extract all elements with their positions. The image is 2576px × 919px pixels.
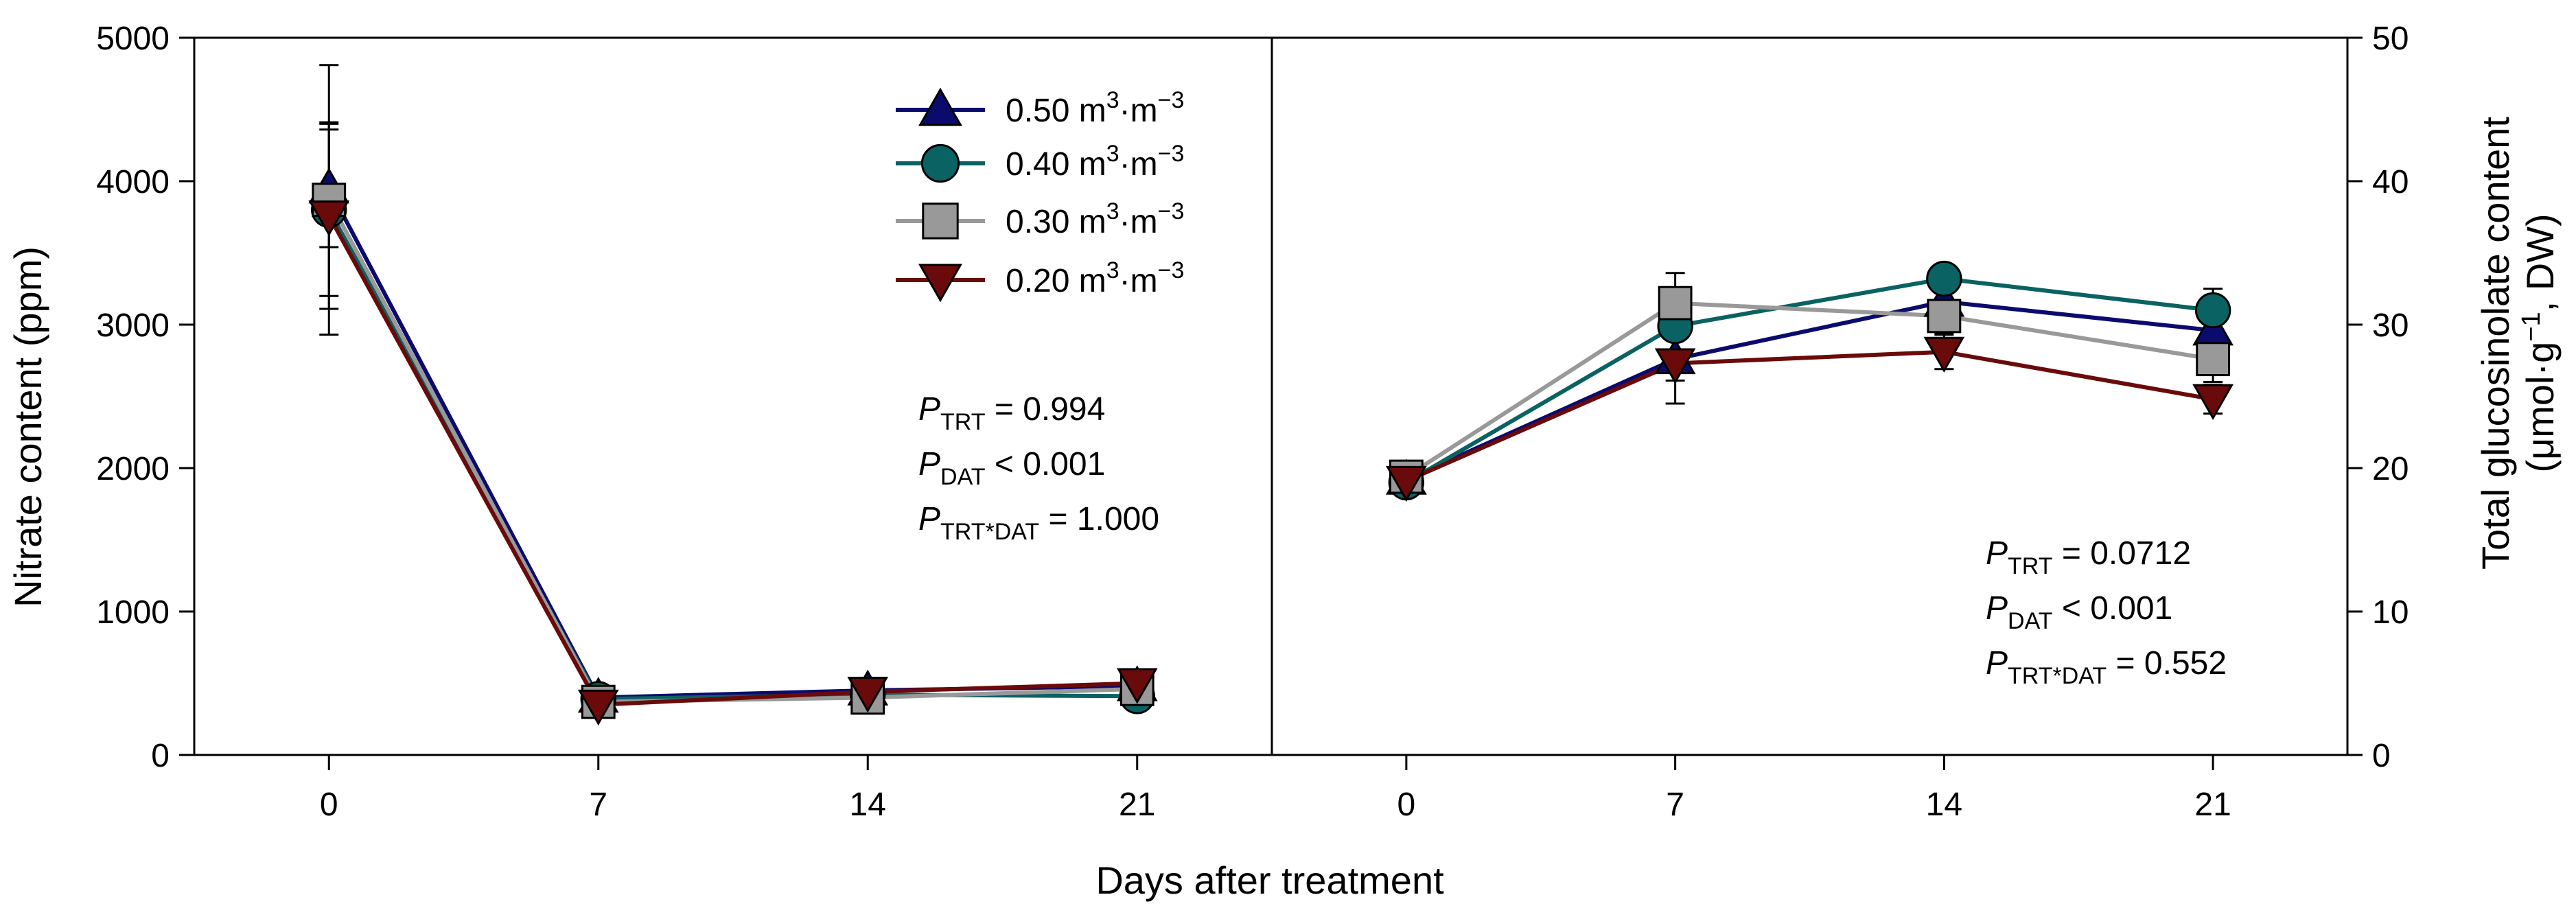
glucosinolate-point-0.30-3 [2196, 342, 2231, 377]
nitrate-ylabel: Nitrate content (ppm) [6, 246, 49, 607]
legend-label-050: 0.50 m3·m−3 [1006, 87, 1184, 129]
legend-marker-shape-0.50 [918, 87, 962, 126]
glucosinolate-ylabel-line2: (μmol·g−1, DW) [2517, 213, 2562, 472]
glucosinolate-point-0.40-3 [2194, 292, 2231, 329]
glucosinolate-ytick-label-4: 40 [2372, 164, 2409, 200]
nitrate-stat-trt: PTRT = 0.994 [918, 391, 1105, 435]
nitrate-point-0.20-0 [308, 200, 350, 237]
glucosinolate-point-0.20-1 [1654, 348, 1696, 384]
glucosinolate-xtick-label-3: 21 [2194, 787, 2231, 823]
legend-label-020: 0.20 m3·m−3 [1006, 257, 1184, 299]
legend-marker-030 [922, 202, 959, 240]
glucosinolate-stats: PTRT = 0.0712 PDAT < 0.001 PTRT*DAT = 0.… [1986, 535, 2227, 689]
nitrate-xtick-label-1: 7 [589, 787, 607, 823]
legend: 0.50 m3·m−3 0.40 m3·m−3 0.30 m3·m−3 0.20… [896, 87, 1184, 303]
legend-item-030: 0.30 m3·m−3 [896, 198, 1184, 240]
glucosinolate-point-0.20-2 [1923, 336, 1965, 373]
legend-marker-shape-0.30 [922, 202, 959, 240]
glucosinolate-point-0.40-2 [1926, 260, 1962, 297]
nitrate-ytick-label-4: 4000 [96, 164, 170, 200]
nitrate-xtick-label-2: 14 [850, 787, 886, 823]
glucosinolate-ytick-label-5: 50 [2372, 21, 2409, 57]
plot-frame [193, 36, 2349, 756]
nitrate-ytick-label-1: 1000 [96, 594, 170, 631]
legend-item-040: 0.40 m3·m−3 [896, 141, 1184, 183]
glucosinolate-line-0.40 [1405, 277, 2214, 485]
glucosinolate-point-0.30-2 [1927, 299, 1962, 334]
glucosinolate-stat-trt: PTRT = 0.0712 [1986, 535, 2191, 579]
glucosinolate-point-0.30-1 [1658, 286, 1693, 321]
nitrate-xtick-label-3: 21 [1119, 787, 1155, 823]
legend-label-040: 0.40 m3·m−3 [1006, 141, 1184, 183]
nitrate-stats: PTRT = 0.994 PDAT < 0.001 PTRT*DAT = 1.0… [918, 391, 1159, 545]
glucosinolate-ytick-label-2: 20 [2372, 451, 2409, 487]
nitrate-xtick-label-0: 0 [320, 787, 338, 823]
nitrate-stat-trt-dat: PTRT*DAT = 1.000 [918, 501, 1159, 545]
glucosinolate-series [1385, 260, 2234, 502]
legend-item-050: 0.50 m3·m−3 [896, 87, 1184, 129]
glucosinolate-ytick-label-0: 0 [2372, 738, 2391, 774]
glucosinolate-xtick-label-2: 14 [1926, 787, 1962, 823]
legend-marker-shape-0.20 [918, 264, 962, 303]
axes: 0 1000 2000 3000 4000 5000 0 7 14 21 0 10 20 30 40 50 0 7… [96, 21, 2409, 823]
nitrate-line-0.20 [327, 214, 1137, 707]
nitrate-series [308, 64, 1158, 726]
nitrate-point-0.20-3 [1116, 668, 1158, 704]
glucosinolate-stat-trt-dat: PTRT*DAT = 0.552 [1986, 645, 2227, 689]
glucosinolate-xtick-label-0: 0 [1397, 787, 1416, 823]
legend-marker-shape-0.40 [920, 143, 960, 183]
nitrate-ytick-label-5: 5000 [96, 21, 170, 57]
glucosinolate-ytick-label-3: 30 [2372, 307, 2409, 344]
legend-item-020: 0.20 m3·m−3 [896, 257, 1184, 303]
glucosinolate-stat-dat: PDAT < 0.001 [1986, 590, 2172, 634]
nitrate-ytick-label-3: 3000 [96, 307, 170, 344]
nitrate-point-0.20-2 [847, 677, 889, 713]
legend-marker-040 [920, 143, 960, 183]
legend-label-030: 0.30 m3·m−3 [1006, 198, 1184, 240]
nitrate-ytick-label-2: 2000 [96, 451, 170, 487]
glucosinolate-point-0.20-3 [2192, 384, 2234, 421]
nitrate-stat-dat: PDAT < 0.001 [918, 446, 1105, 490]
glucosinolate-ylabel-line1: Total glucosinolate content [2474, 117, 2517, 570]
legend-marker-020 [918, 264, 962, 303]
glucosinolate-xtick-label-1: 7 [1666, 787, 1684, 823]
glucosinolate-line-0.30 [1405, 301, 2214, 479]
glucosinolate-line-0.50 [1405, 299, 2214, 482]
nitrate-ytick-label-0: 0 [151, 738, 170, 774]
glucosinolate-ytick-label-1: 10 [2372, 594, 2409, 631]
shared-xlabel: Days after treatment [1095, 859, 1444, 902]
legend-marker-050 [918, 87, 962, 126]
glucosinolate-point-0.20-0 [1385, 465, 1427, 502]
glucosinolate-line-0.20 [1405, 349, 2214, 483]
nitrate-point-0.20-1 [577, 689, 619, 726]
